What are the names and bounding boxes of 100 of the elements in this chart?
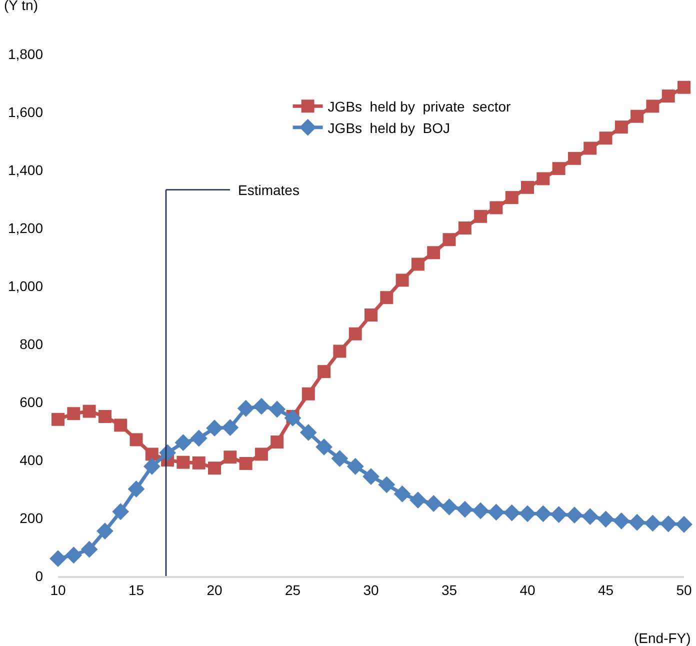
point	[331, 450, 348, 467]
point	[488, 504, 505, 521]
point	[237, 400, 254, 417]
point	[612, 512, 630, 530]
point	[206, 420, 223, 437]
point	[410, 492, 426, 508]
point	[456, 500, 474, 518]
point	[566, 506, 583, 524]
point	[474, 210, 488, 223]
x-tick-label: 20	[206, 582, 222, 598]
x-tick-label: 50	[676, 582, 692, 598]
point	[362, 468, 380, 485]
point	[346, 458, 364, 475]
point	[145, 448, 158, 461]
x-tick-label: 10	[50, 582, 66, 598]
y-tick-label: 1,400	[8, 162, 44, 178]
point	[584, 142, 597, 155]
point	[630, 110, 644, 123]
point	[662, 90, 675, 103]
point	[427, 246, 440, 260]
point	[396, 274, 409, 287]
point	[300, 424, 317, 441]
point	[268, 400, 286, 418]
point	[239, 456, 252, 470]
point	[534, 505, 552, 522]
point	[628, 514, 646, 531]
point	[646, 100, 660, 113]
point	[490, 201, 503, 214]
point	[143, 458, 160, 475]
point	[130, 433, 143, 446]
point	[222, 419, 239, 436]
point	[676, 516, 692, 533]
point	[521, 180, 534, 194]
point	[582, 508, 599, 525]
point	[597, 510, 614, 528]
point	[442, 233, 456, 246]
y-tick-label: 1,600	[8, 104, 44, 120]
point	[82, 404, 96, 418]
point	[644, 514, 662, 532]
y-tick-label: 1,000	[8, 278, 44, 294]
point	[284, 410, 302, 426]
point	[333, 344, 346, 358]
point	[112, 503, 130, 520]
point	[174, 434, 192, 452]
point	[348, 327, 362, 340]
point	[599, 132, 612, 145]
point	[503, 504, 520, 522]
point	[678, 80, 690, 94]
y-tick-label: 800	[20, 336, 44, 352]
point	[128, 480, 145, 498]
x-tick-label: 35	[441, 582, 458, 598]
point	[380, 291, 394, 304]
point	[519, 505, 536, 522]
point	[660, 515, 677, 532]
y-tick-label: 1,200	[8, 220, 44, 236]
point	[176, 456, 190, 469]
point	[364, 308, 378, 322]
point	[270, 436, 284, 449]
ref-line-label: Estimates	[238, 182, 300, 198]
y-tick-label: 400	[20, 452, 44, 468]
point	[302, 387, 315, 400]
x-axis-title: (End-FY)	[634, 630, 691, 646]
point	[378, 476, 396, 494]
point	[208, 462, 221, 475]
point	[65, 546, 82, 564]
y-tick-label: 600	[20, 394, 44, 410]
legend-label: JGBs held by BOJ	[328, 120, 450, 136]
point	[458, 222, 472, 234]
point	[568, 152, 581, 165]
point	[190, 430, 208, 447]
legend-label: JGBs held by private sector	[328, 98, 511, 115]
point	[472, 502, 489, 520]
point	[114, 418, 128, 432]
point	[80, 540, 98, 558]
point	[96, 522, 114, 540]
point	[536, 172, 550, 186]
point	[505, 191, 518, 204]
point	[550, 506, 568, 523]
point	[425, 495, 442, 512]
y-tick-label: 0	[35, 568, 44, 584]
x-tick-label: 15	[128, 582, 144, 598]
point	[411, 258, 424, 271]
y-tick-label: 1,800	[8, 46, 44, 62]
point	[224, 450, 237, 464]
point	[192, 456, 206, 470]
x-tick-label: 30	[363, 582, 379, 598]
point	[318, 365, 331, 378]
point	[52, 412, 64, 426]
y-axis-title: (Y tn)	[4, 0, 38, 13]
point	[159, 444, 176, 462]
point	[98, 410, 112, 423]
point	[254, 448, 268, 461]
point	[253, 398, 270, 415]
y-tick-label: 200	[20, 510, 44, 526]
point	[67, 407, 80, 420]
point	[440, 498, 458, 516]
x-tick-label: 45	[598, 582, 614, 598]
point	[552, 162, 566, 176]
x-tick-label: 40	[520, 582, 536, 598]
point	[316, 438, 332, 456]
